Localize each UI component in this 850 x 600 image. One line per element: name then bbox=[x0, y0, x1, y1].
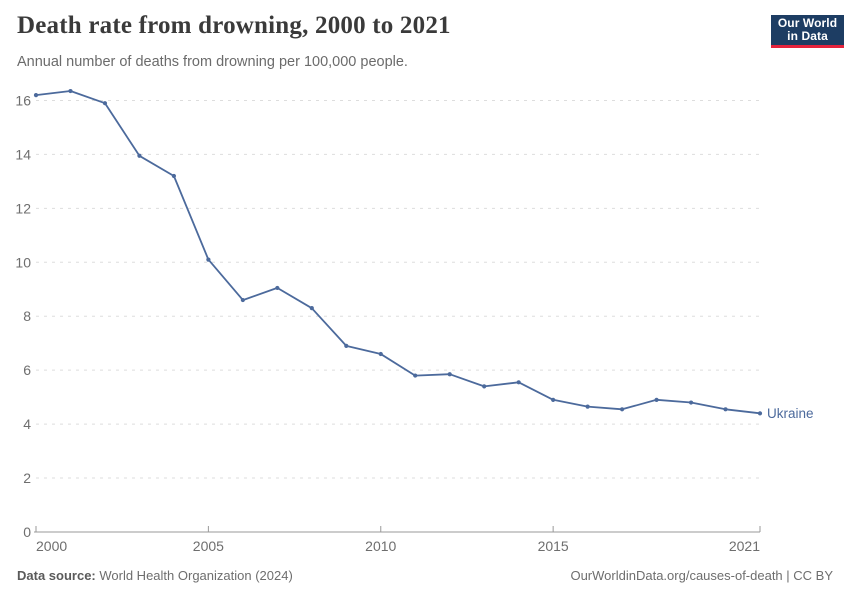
data-point-ukraine-2006[interactable] bbox=[240, 297, 245, 303]
data-point-ukraine-2004[interactable] bbox=[171, 173, 177, 179]
data-point-ukraine-2008[interactable] bbox=[309, 306, 314, 311]
page-title: Death rate from drowning, 2000 to 2021 bbox=[17, 12, 451, 39]
data-point-ukraine-2003[interactable] bbox=[137, 153, 142, 158]
owid-logo-line1: Our World bbox=[777, 16, 838, 30]
data-point-ukraine-2000[interactable] bbox=[33, 92, 39, 98]
data-source-note: Data source: World Health Organization (… bbox=[17, 568, 293, 583]
x-tick-label-2000: 2000 bbox=[36, 538, 67, 554]
data-point-ukraine-2009[interactable] bbox=[344, 343, 349, 349]
entity-label-ukraine[interactable]: Ukraine bbox=[767, 406, 814, 421]
data-point-ukraine-2016[interactable] bbox=[585, 404, 590, 409]
x-tick-label-2015: 2015 bbox=[538, 538, 569, 554]
data-point-ukraine-2019[interactable] bbox=[688, 400, 694, 405]
data-source-value: World Health Organization (2024) bbox=[95, 567, 293, 583]
data-point-ukraine-2015[interactable] bbox=[551, 397, 556, 402]
data-source-label: Data source: bbox=[17, 567, 96, 583]
y-tick-label-10: 10 bbox=[15, 254, 31, 270]
x-tick-label-2010: 2010 bbox=[365, 538, 396, 554]
data-point-ukraine-2021[interactable] bbox=[757, 411, 763, 416]
data-point-ukraine-2005[interactable] bbox=[206, 257, 211, 262]
data-point-ukraine-2010[interactable] bbox=[378, 351, 383, 357]
data-point-ukraine-2014[interactable] bbox=[516, 380, 521, 385]
data-point-ukraine-2011[interactable] bbox=[413, 373, 418, 378]
y-tick-label-4: 4 bbox=[23, 416, 31, 432]
y-tick-label-16: 16 bbox=[15, 92, 31, 108]
y-tick-label-12: 12 bbox=[15, 200, 31, 216]
x-tick-label-2005: 2005 bbox=[193, 538, 224, 554]
data-point-ukraine-2020[interactable] bbox=[723, 407, 728, 412]
data-point-ukraine-2013[interactable] bbox=[482, 384, 487, 389]
credit-link[interactable]: OurWorldinData.org/causes-of-death | CC … bbox=[570, 567, 833, 583]
y-tick-label-0: 0 bbox=[23, 524, 31, 540]
owid-logo-line2: in Data bbox=[787, 29, 828, 43]
data-point-ukraine-2002[interactable] bbox=[102, 101, 108, 106]
data-point-ukraine-2012[interactable] bbox=[447, 372, 452, 377]
data-point-ukraine-2007[interactable] bbox=[275, 285, 280, 291]
page-subtitle: Annual number of deaths from drowning pe… bbox=[17, 54, 408, 70]
y-tick-label-2: 2 bbox=[23, 470, 31, 486]
chart-footer: Data source: World Health Organization (… bbox=[17, 565, 833, 585]
data-point-ukraine-2017[interactable] bbox=[619, 407, 625, 412]
y-tick-label-14: 14 bbox=[15, 146, 31, 162]
owid-logo[interactable]: Our World in Data bbox=[771, 15, 844, 48]
y-tick-label-6: 6 bbox=[23, 362, 31, 378]
y-tick-label-8: 8 bbox=[23, 308, 31, 324]
data-point-ukraine-2018[interactable] bbox=[654, 397, 659, 402]
data-point-ukraine-2001[interactable] bbox=[68, 88, 73, 94]
series-line-ukraine[interactable] bbox=[35, 90, 761, 415]
x-tick-label-2021: 2021 bbox=[729, 538, 760, 554]
